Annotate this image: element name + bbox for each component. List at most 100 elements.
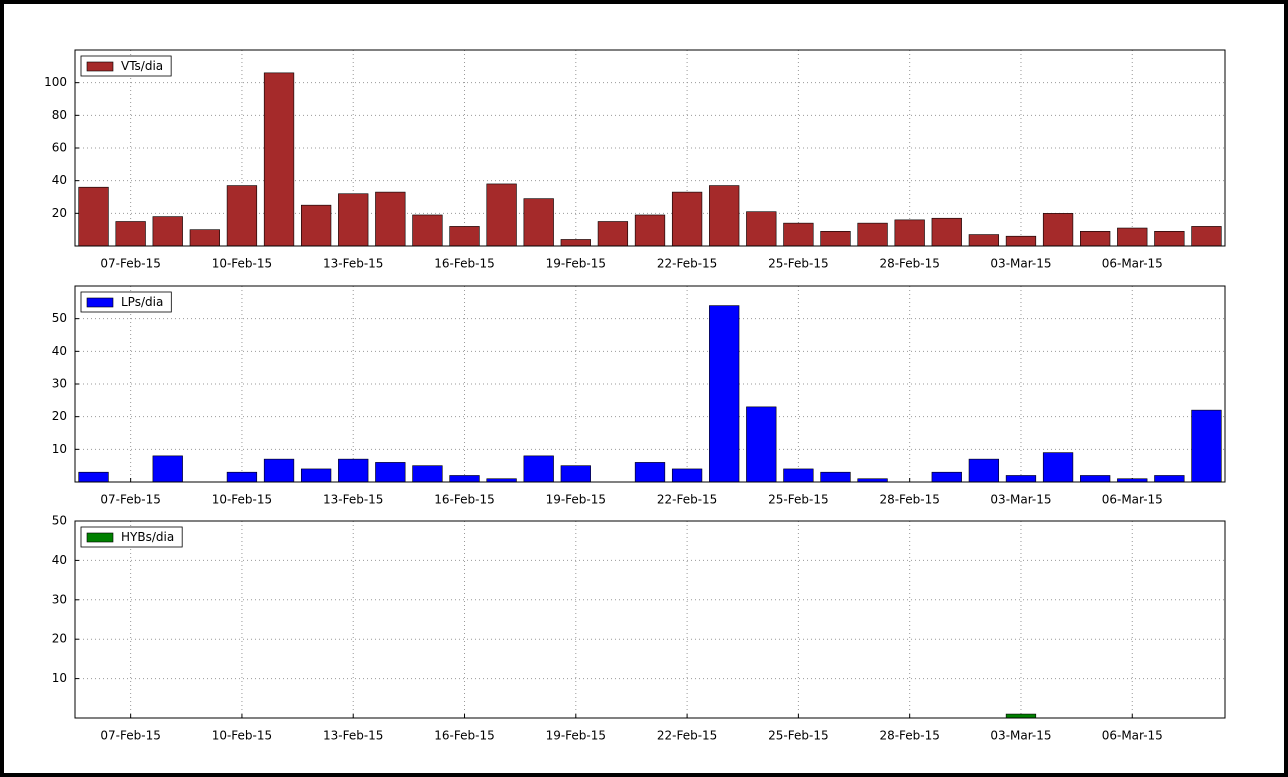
bar [1154,475,1185,483]
x-tick-label: 25-Feb-15 [768,729,828,743]
bar [783,222,814,247]
x-tick-label: 13-Feb-15 [323,729,383,743]
legend-label: LPs/dia [121,295,163,309]
y-tick-label: 60 [52,141,67,155]
bar [968,234,1000,247]
bar [375,191,406,247]
bar [449,475,480,483]
x-tick-label: 03-Mar-15 [990,257,1051,271]
x-tick-label: 06-Mar-15 [1102,729,1163,743]
y-tick-label: 10 [52,442,67,456]
bar [1080,231,1111,247]
bar [746,211,777,247]
x-tick-label: 13-Feb-15 [323,493,383,507]
bar [931,217,962,247]
bar [1080,475,1111,483]
bar [634,214,666,247]
x-tick-label: 16-Feb-15 [434,729,494,743]
bar [486,183,517,247]
y-tick-label: 40 [52,553,67,567]
x-tick-label: 28-Feb-15 [879,729,939,743]
x-tick-label: 07-Feb-15 [100,493,160,507]
x-tick-label: 19-Feb-15 [546,729,606,743]
legend-swatch [86,61,114,72]
x-tick-label: 19-Feb-15 [546,257,606,271]
bar [709,185,740,247]
bar [263,72,295,247]
bar [560,465,591,483]
x-tick-label: 28-Feb-15 [879,493,939,507]
bar [189,229,220,247]
bar [338,193,369,247]
bar [300,204,332,247]
bar [1154,231,1185,247]
bar [783,468,814,483]
y-tick-label: 20 [52,206,67,220]
x-tick-label: 16-Feb-15 [434,493,494,507]
bar [894,219,925,247]
bar [226,185,258,247]
bar [671,191,703,247]
y-tick-label: 100 [44,75,67,89]
y-tick-label: 50 [52,311,67,325]
x-tick-label: 25-Feb-15 [768,257,828,271]
legend: HYBs/dia [80,526,183,548]
bar [1005,235,1037,247]
x-tick-label: 22-Feb-15 [657,493,717,507]
bar [78,471,109,483]
legend-label: VTs/dia [121,59,163,73]
legend-swatch [86,532,114,543]
x-tick-label: 10-Feb-15 [212,493,272,507]
bar [597,221,629,247]
bar [1191,409,1222,483]
bar [375,462,406,483]
y-tick-label: 10 [52,671,67,685]
y-tick-label: 20 [52,632,67,646]
x-tick-label: 10-Feb-15 [212,729,272,743]
x-tick-label: 07-Feb-15 [100,257,160,271]
x-tick-label: 16-Feb-15 [434,257,494,271]
x-tick-label: 07-Feb-15 [100,729,160,743]
x-tick-label: 03-Mar-15 [990,729,1051,743]
bar [523,455,554,483]
y-tick-label: 80 [52,108,67,122]
bar [263,458,295,483]
bar [152,455,183,483]
bar [709,305,740,483]
y-tick-label: 50 [52,514,67,528]
bar [671,468,703,483]
y-tick-label: 40 [52,173,67,187]
bar [560,239,591,247]
x-tick-label: 25-Feb-15 [768,493,828,507]
x-tick-label: 28-Feb-15 [879,257,939,271]
bar [1042,452,1074,483]
y-tick-label: 30 [52,377,67,391]
x-tick-label: 06-Mar-15 [1102,257,1163,271]
bar [1042,213,1074,247]
plot-frame [74,49,1226,247]
bar [449,226,480,247]
x-tick-label: 13-Feb-15 [323,257,383,271]
bar [820,471,851,483]
bar [226,471,258,483]
bar [1005,475,1037,483]
x-tick-label: 22-Feb-15 [657,729,717,743]
bar [968,458,1000,483]
bar [1191,226,1222,247]
bar [115,221,146,247]
x-tick-label: 22-Feb-15 [657,257,717,271]
legend: LPs/dia [80,291,172,313]
bar [1005,713,1037,719]
bar [78,186,109,247]
x-tick-label: 19-Feb-15 [546,493,606,507]
legend: VTs/dia [80,55,172,77]
bar [412,465,443,483]
bar [523,198,554,247]
bar [857,222,888,247]
bar [931,471,962,483]
x-tick-label: 10-Feb-15 [212,257,272,271]
y-tick-label: 30 [52,592,67,606]
y-tick-label: 40 [52,344,67,358]
